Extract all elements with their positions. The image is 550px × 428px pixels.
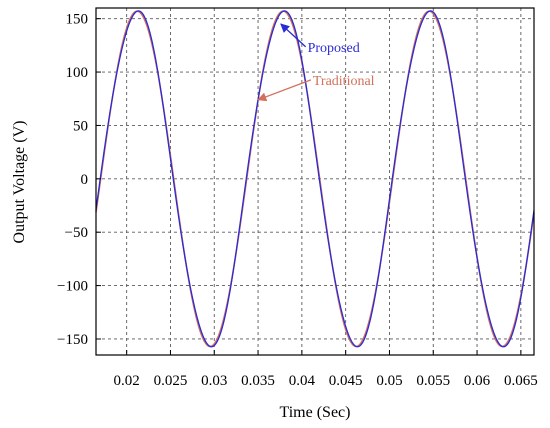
x-tick-label: 0.02 <box>114 373 140 389</box>
series-line-proposed <box>95 10 535 348</box>
annotation-label-traditional: Traditional <box>313 74 375 89</box>
annotation-label-proposed: Proposed <box>308 41 360 56</box>
y-tick-label: 50 <box>73 118 88 134</box>
annotation-arrow-traditional <box>257 79 312 102</box>
annotations: Proposed Traditional <box>257 23 375 102</box>
y-tick-label: −150 <box>57 332 88 348</box>
x-tick-label: 0.03 <box>201 373 227 389</box>
x-tick-label: 0.055 <box>416 373 450 389</box>
y-tick-label: 100 <box>66 65 89 81</box>
x-tick-label: 0.035 <box>241 373 275 389</box>
x-tick-label: 0.04 <box>289 373 316 389</box>
y-tick-label: −100 <box>57 279 88 295</box>
series-lines <box>95 10 535 348</box>
x-tick-label: 0.06 <box>464 373 491 389</box>
x-axis-label: Time (Sec) <box>280 404 351 421</box>
y-axis-label: Output Voltage (V) <box>11 121 28 244</box>
x-tick-label: 0.05 <box>376 373 402 389</box>
plot-background <box>96 8 534 355</box>
x-tick-label: 0.065 <box>504 373 538 389</box>
plot-frame <box>95 7 535 356</box>
y-tick-label: 150 <box>66 12 89 28</box>
annotation-arrow-proposed <box>280 23 307 48</box>
y-ticks: 150 100 50 0 −50 −100 −150 <box>57 12 101 348</box>
x-tick-label: 0.045 <box>329 373 363 389</box>
x-tick-label: 0.025 <box>154 373 188 389</box>
x-ticks: 0.02 0.025 0.03 0.035 0.04 0.045 0.05 0.055 0.06… <box>114 350 538 389</box>
y-tick-label: 0 <box>81 172 89 188</box>
y-tick-label: −50 <box>65 225 88 241</box>
